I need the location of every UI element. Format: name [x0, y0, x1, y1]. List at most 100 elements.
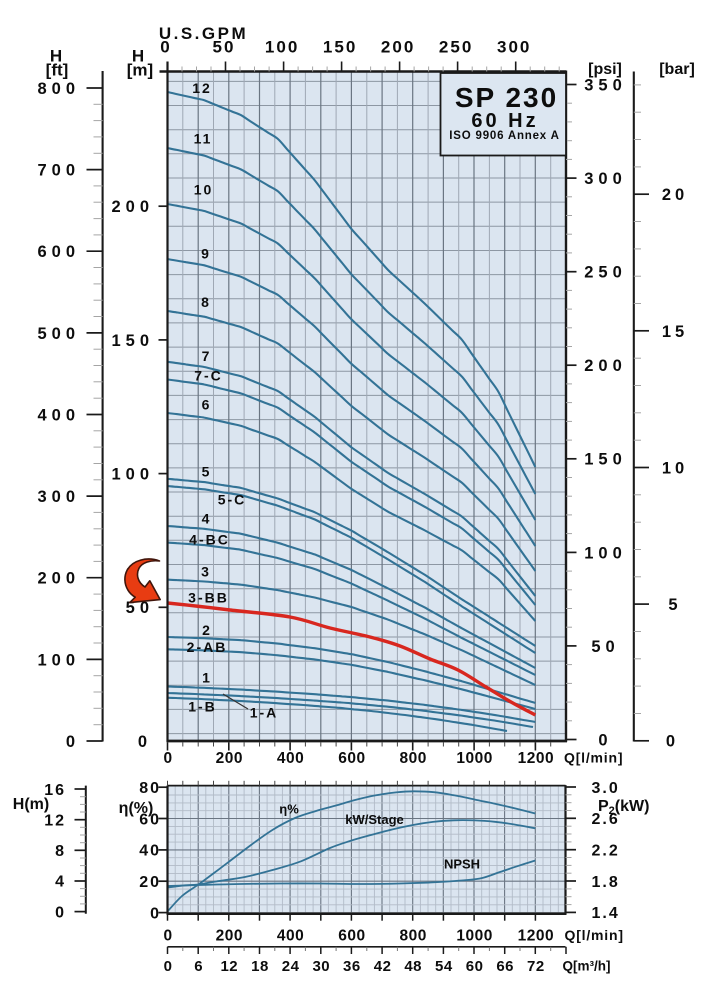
- svg-text:3.0: 3.0: [592, 780, 620, 797]
- svg-text:ISO 9906 Annex A: ISO 9906 Annex A: [449, 130, 559, 142]
- svg-text:40: 40: [139, 843, 161, 860]
- svg-text:20: 20: [662, 186, 688, 204]
- svg-text:100: 100: [265, 38, 299, 57]
- svg-text:20: 20: [139, 874, 161, 891]
- svg-text:2.2: 2.2: [592, 843, 620, 860]
- svg-text:2.6: 2.6: [592, 811, 620, 828]
- svg-text:66: 66: [496, 958, 514, 975]
- svg-text:30: 30: [312, 958, 330, 975]
- svg-text:7-C: 7-C: [194, 368, 223, 384]
- svg-text:24: 24: [282, 958, 300, 975]
- svg-text:10: 10: [662, 459, 688, 477]
- svg-text:H(m): H(m): [13, 796, 49, 813]
- svg-text:Q[m³/h]: Q[m³/h]: [563, 958, 611, 973]
- svg-text:200: 200: [381, 38, 415, 57]
- svg-text:100: 100: [111, 466, 154, 484]
- svg-text:150: 150: [584, 451, 627, 469]
- svg-text:250: 250: [584, 264, 627, 282]
- svg-text:50: 50: [126, 599, 154, 617]
- svg-text:400: 400: [37, 406, 80, 424]
- svg-text:50: 50: [213, 38, 236, 57]
- svg-text:0: 0: [163, 927, 172, 944]
- svg-text:Q[l/min]: Q[l/min]: [564, 750, 623, 766]
- svg-text:0: 0: [164, 958, 173, 975]
- svg-text:0: 0: [666, 733, 678, 751]
- svg-text:1000: 1000: [456, 927, 492, 944]
- svg-text:12: 12: [44, 812, 66, 829]
- svg-text:5-C: 5-C: [218, 492, 247, 508]
- svg-text:800: 800: [400, 927, 427, 944]
- svg-text:Q[l/min]: Q[l/min]: [565, 927, 624, 943]
- svg-text:0: 0: [66, 733, 80, 751]
- svg-text:150: 150: [323, 38, 357, 57]
- svg-text:200: 200: [111, 198, 154, 216]
- svg-text:300: 300: [584, 170, 627, 188]
- svg-text:1-B: 1-B: [188, 699, 217, 715]
- svg-text:80: 80: [139, 780, 161, 797]
- svg-text:100: 100: [37, 651, 80, 669]
- svg-text:[bar]: [bar]: [659, 61, 695, 78]
- svg-text:150: 150: [111, 332, 154, 350]
- svg-text:4: 4: [55, 874, 66, 891]
- svg-text:60 Hz: 60 Hz: [471, 110, 538, 132]
- svg-text:200: 200: [37, 570, 80, 588]
- svg-text:12: 12: [192, 80, 212, 96]
- svg-text:36: 36: [343, 958, 361, 975]
- svg-text:15: 15: [662, 323, 688, 341]
- svg-text:9: 9: [201, 246, 211, 262]
- svg-text:200: 200: [584, 357, 627, 375]
- svg-text:η%: η%: [279, 802, 299, 817]
- svg-text:1-A: 1-A: [250, 705, 279, 721]
- svg-text:400: 400: [277, 750, 304, 767]
- svg-text:5: 5: [202, 464, 212, 480]
- svg-text:1200: 1200: [518, 927, 554, 944]
- svg-text:200: 200: [216, 750, 243, 767]
- svg-text:8: 8: [201, 294, 211, 310]
- svg-text:500: 500: [37, 325, 80, 343]
- svg-text:54: 54: [435, 958, 453, 975]
- svg-text:0: 0: [55, 904, 66, 921]
- svg-text:H: H: [50, 47, 62, 66]
- svg-text:60: 60: [466, 958, 484, 975]
- svg-text:42: 42: [374, 958, 392, 975]
- svg-text:200: 200: [216, 927, 243, 944]
- svg-text:0: 0: [150, 905, 161, 922]
- svg-text:100: 100: [584, 544, 627, 562]
- svg-text:700: 700: [37, 162, 80, 180]
- svg-text:[psi]: [psi]: [588, 61, 622, 78]
- svg-text:1200: 1200: [518, 750, 554, 767]
- svg-text:η(%): η(%): [119, 800, 154, 817]
- svg-text:NPSH: NPSH: [444, 857, 480, 872]
- svg-text:72: 72: [527, 958, 545, 975]
- svg-text:350: 350: [584, 76, 627, 94]
- svg-text:10: 10: [194, 182, 214, 198]
- svg-text:P2(kW): P2(kW): [598, 798, 649, 817]
- svg-text:300: 300: [37, 488, 80, 506]
- svg-text:800: 800: [37, 80, 80, 98]
- svg-text:11: 11: [194, 131, 213, 147]
- svg-text:H: H: [132, 47, 144, 66]
- svg-text:[ft]: [ft]: [46, 61, 69, 80]
- svg-text:250: 250: [439, 38, 473, 57]
- svg-text:3-BB: 3-BB: [188, 590, 229, 606]
- svg-text:300: 300: [497, 38, 531, 57]
- svg-text:5: 5: [668, 596, 681, 614]
- svg-text:SP 230: SP 230: [455, 82, 558, 113]
- svg-text:0: 0: [163, 750, 172, 767]
- svg-text:16: 16: [44, 782, 66, 799]
- svg-text:U.S.GPM: U.S.GPM: [159, 24, 248, 43]
- svg-text:1.4: 1.4: [592, 905, 620, 922]
- svg-text:6: 6: [202, 397, 212, 413]
- svg-text:1.8: 1.8: [592, 874, 620, 891]
- svg-text:6: 6: [194, 958, 203, 975]
- svg-text:1000: 1000: [456, 750, 492, 767]
- svg-text:600: 600: [338, 750, 365, 767]
- svg-text:400: 400: [277, 927, 304, 944]
- svg-text:[m]: [m]: [127, 61, 153, 80]
- svg-text:600: 600: [338, 927, 365, 944]
- svg-text:2: 2: [202, 622, 212, 638]
- svg-text:2-AB: 2-AB: [187, 639, 228, 655]
- svg-text:60: 60: [139, 811, 161, 828]
- svg-text:kW/Stage: kW/Stage: [345, 812, 404, 827]
- svg-text:4-BC: 4-BC: [189, 532, 230, 548]
